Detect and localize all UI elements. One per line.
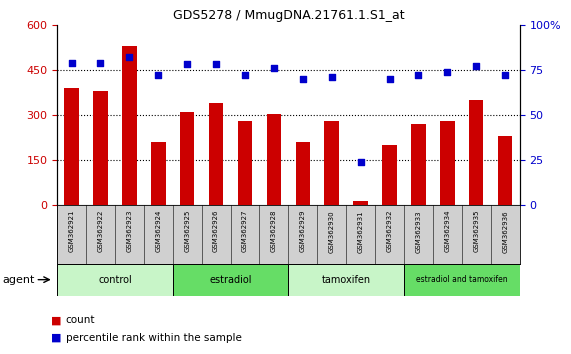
Bar bbox=[238, 121, 252, 205]
Point bbox=[240, 73, 250, 78]
Point bbox=[501, 73, 510, 78]
Point bbox=[385, 76, 394, 82]
Text: percentile rank within the sample: percentile rank within the sample bbox=[66, 333, 242, 343]
Point bbox=[298, 76, 307, 82]
Text: ■: ■ bbox=[51, 315, 62, 325]
Point bbox=[414, 73, 423, 78]
Text: count: count bbox=[66, 315, 95, 325]
Text: GSM362931: GSM362931 bbox=[357, 210, 364, 253]
Text: GSM362929: GSM362929 bbox=[300, 210, 306, 252]
Bar bbox=[122, 46, 136, 205]
Text: ■: ■ bbox=[51, 333, 62, 343]
Text: GSM362922: GSM362922 bbox=[98, 210, 103, 252]
Text: GSM362924: GSM362924 bbox=[155, 210, 161, 252]
Text: estradiol and tamoxifen: estradiol and tamoxifen bbox=[416, 275, 508, 284]
Point bbox=[96, 60, 105, 65]
Text: GSM362936: GSM362936 bbox=[502, 210, 508, 253]
Text: GSM362925: GSM362925 bbox=[184, 210, 190, 252]
Title: GDS5278 / MmugDNA.21761.1.S1_at: GDS5278 / MmugDNA.21761.1.S1_at bbox=[172, 9, 404, 22]
Bar bbox=[209, 103, 223, 205]
Point bbox=[472, 63, 481, 69]
Bar bbox=[324, 121, 339, 205]
Text: GSM362930: GSM362930 bbox=[329, 210, 335, 253]
Bar bbox=[296, 142, 310, 205]
Bar bbox=[498, 136, 512, 205]
Text: GSM362933: GSM362933 bbox=[416, 210, 421, 253]
Bar bbox=[93, 91, 108, 205]
Point bbox=[154, 73, 163, 78]
Text: GSM362932: GSM362932 bbox=[387, 210, 392, 252]
Text: GSM362926: GSM362926 bbox=[213, 210, 219, 252]
Bar bbox=[172, 264, 288, 296]
Point bbox=[327, 74, 336, 80]
Point bbox=[125, 55, 134, 60]
Bar bbox=[404, 264, 520, 296]
Text: estradiol: estradiol bbox=[210, 275, 252, 285]
Bar bbox=[440, 121, 455, 205]
Point bbox=[356, 159, 365, 165]
Text: GSM362923: GSM362923 bbox=[126, 210, 132, 252]
Bar bbox=[288, 264, 404, 296]
Bar bbox=[353, 201, 368, 205]
Point bbox=[270, 65, 279, 71]
Text: GSM362921: GSM362921 bbox=[69, 210, 75, 252]
Text: control: control bbox=[98, 275, 132, 285]
Bar bbox=[65, 88, 79, 205]
Text: GSM362928: GSM362928 bbox=[271, 210, 277, 252]
Point bbox=[67, 60, 76, 65]
Bar bbox=[383, 145, 397, 205]
Text: tamoxifen: tamoxifen bbox=[321, 275, 371, 285]
Bar bbox=[151, 142, 166, 205]
Point bbox=[183, 62, 192, 67]
Bar bbox=[267, 114, 281, 205]
Bar bbox=[57, 264, 172, 296]
Text: GSM362927: GSM362927 bbox=[242, 210, 248, 252]
Text: agent: agent bbox=[3, 275, 35, 285]
Bar bbox=[469, 100, 484, 205]
Point bbox=[211, 62, 220, 67]
Text: GSM362934: GSM362934 bbox=[444, 210, 451, 252]
Bar bbox=[180, 112, 194, 205]
Text: GSM362935: GSM362935 bbox=[473, 210, 479, 252]
Bar bbox=[411, 124, 425, 205]
Point bbox=[443, 69, 452, 75]
